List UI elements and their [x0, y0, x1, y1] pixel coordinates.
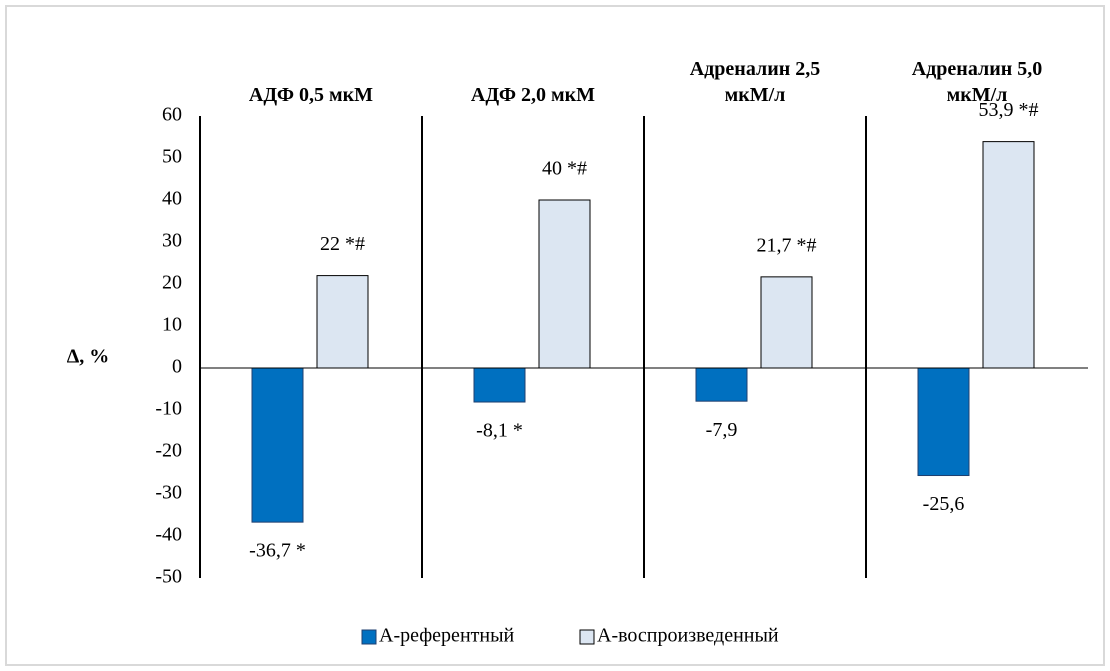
category-label: Адреналин 2,5 мкМ/л — [689, 58, 821, 106]
category-label: АДФ 2,0 мкМ — [470, 84, 596, 106]
data-label: 21,7 *# — [757, 234, 817, 256]
bar — [917, 367, 970, 477]
y-tick-label: 0 — [172, 356, 182, 378]
y-tick-label: 50 — [162, 146, 182, 168]
bar — [538, 199, 591, 369]
data-label: 40 *# — [542, 158, 587, 180]
category-label: Адреналин 5,0 мкМ/л — [911, 58, 1043, 106]
bar — [251, 367, 304, 523]
y-tick-label: 40 — [162, 188, 182, 210]
y-tick-label: 10 — [162, 314, 182, 336]
legend-swatch — [579, 629, 595, 645]
y-tick-label: 20 — [162, 272, 182, 294]
bar — [316, 275, 369, 369]
legend-label: А-воспроизведенный — [597, 625, 779, 647]
y-tick-label: 30 — [162, 230, 182, 252]
y-tick-label: -30 — [155, 482, 182, 504]
data-label: -8,1 * — [476, 420, 523, 442]
data-label: -25,6 — [923, 493, 965, 515]
data-label: -36,7 * — [249, 540, 306, 562]
y-tick-label: -40 — [155, 524, 182, 546]
y-tick-label: -20 — [155, 440, 182, 462]
bar — [695, 367, 748, 402]
y-tick-label: -10 — [155, 398, 182, 420]
bar — [982, 141, 1035, 369]
category-label: АДФ 0,5 мкМ — [248, 84, 374, 106]
y-tick-label: 60 — [162, 104, 182, 126]
bar — [473, 367, 526, 403]
y-tick-label: -50 — [155, 566, 182, 588]
bar — [760, 276, 813, 369]
data-label: 53,9 *# — [979, 99, 1039, 121]
y-axis-label: Δ, % — [67, 346, 110, 368]
legend-swatch — [361, 629, 377, 645]
legend-label: А-референтный — [379, 625, 515, 647]
data-label: -7,9 — [706, 419, 738, 441]
data-label: 22 *# — [320, 233, 365, 255]
